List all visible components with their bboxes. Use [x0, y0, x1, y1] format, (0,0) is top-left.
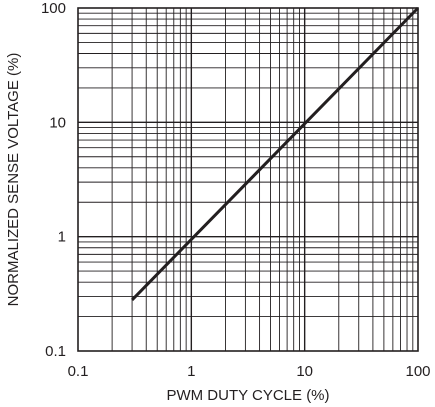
y-tick-label: 1: [58, 229, 66, 246]
data-series-line: [131, 6, 420, 301]
series-layer: [131, 6, 420, 301]
x-tick-label: 1: [187, 363, 195, 380]
x-axis-label: PWM DUTY CYCLE (%): [166, 387, 329, 404]
x-tick-label: 0.1: [68, 363, 89, 380]
y-tick-labels: 0.1 1 10 100: [41, 0, 66, 360]
x-tick-labels: 0.1 1 10 100: [68, 363, 431, 380]
y-tick-label: 100: [41, 0, 66, 17]
x-tick-label: 100: [405, 363, 430, 380]
plot-frame: [77, 7, 419, 352]
grid-lines: [78, 8, 418, 351]
y-tick-label: 10: [49, 114, 66, 131]
x-tick-label: 10: [296, 363, 313, 380]
y-axis-label: NORMALIZED SENSE VOLTAGE (%): [5, 53, 22, 307]
y-tick-label: 0.1: [45, 343, 66, 360]
